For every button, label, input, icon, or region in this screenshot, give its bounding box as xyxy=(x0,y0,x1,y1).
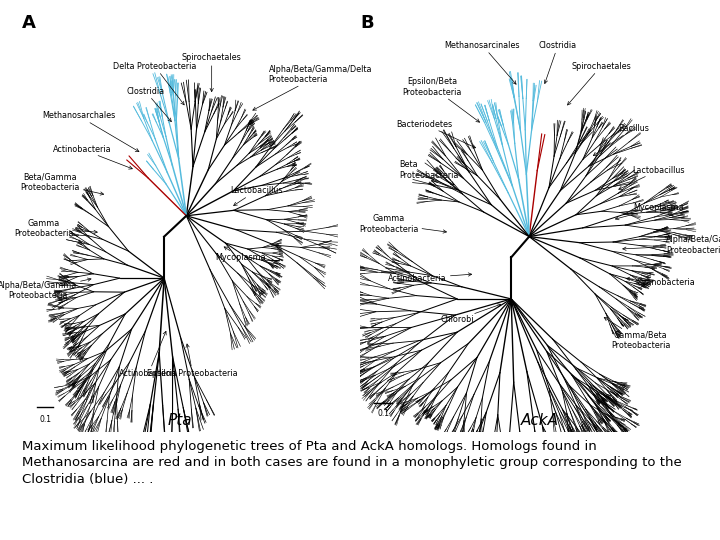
Text: Alpha/Beta/Gamma
Proteobacteria: Alpha/Beta/Gamma Proteobacteria xyxy=(623,235,720,254)
Text: Mycoplasma: Mycoplasma xyxy=(616,203,684,220)
Text: Lactobacillus: Lactobacillus xyxy=(618,166,685,190)
Text: Bacillus: Bacillus xyxy=(593,124,649,156)
Text: Beta/Gamma
Proteobacteria: Beta/Gamma Proteobacteria xyxy=(20,173,104,195)
Text: Delta Proteobacteria: Delta Proteobacteria xyxy=(113,62,197,105)
Text: AckA: AckA xyxy=(521,413,559,428)
Text: Alpha/Beta/Gamma
Proteobacteria: Alpha/Beta/Gamma Proteobacteria xyxy=(0,278,91,300)
Text: Pta: Pta xyxy=(168,413,192,428)
Text: B: B xyxy=(360,14,374,31)
Text: Epsilon Proteobacteria: Epsilon Proteobacteria xyxy=(148,344,238,379)
Text: Clostridia: Clostridia xyxy=(126,86,171,122)
Text: Clostridia: Clostridia xyxy=(539,41,577,84)
Text: Epsilon/Beta
Proteobacteria: Epsilon/Beta Proteobacteria xyxy=(402,77,480,122)
Text: Alpha/Beta/Gamma/Delta
Proteobacteria: Alpha/Beta/Gamma/Delta Proteobacteria xyxy=(253,65,372,110)
Text: Mycoplasma: Mycoplasma xyxy=(215,247,266,262)
Text: Clostridia (blue) ... .: Clostridia (blue) ... . xyxy=(22,472,153,485)
Text: Methanosarcinales: Methanosarcinales xyxy=(445,41,520,84)
Text: Bacteriodetes: Bacteriodetes xyxy=(397,120,476,148)
Text: Spirochaetales: Spirochaetales xyxy=(567,62,631,105)
Text: Maximum likelihood phylogenetic trees of Pta and AckA homologs. Homologs found i: Maximum likelihood phylogenetic trees of… xyxy=(22,440,596,453)
Text: Methanosarchales: Methanosarchales xyxy=(42,111,139,152)
Text: 0.1: 0.1 xyxy=(377,409,390,418)
Text: 0.1: 0.1 xyxy=(40,415,51,424)
Text: Actinobacteria: Actinobacteria xyxy=(53,145,132,169)
Text: A: A xyxy=(22,14,35,31)
Text: Gamma
Proteobacteria: Gamma Proteobacteria xyxy=(359,214,446,234)
Text: Methanosarcina are red and in both cases are found in a monophyletic group corre: Methanosarcina are red and in both cases… xyxy=(22,456,681,469)
Text: Cyanobacteria: Cyanobacteria xyxy=(626,277,696,287)
Text: Actinobacteria: Actinobacteria xyxy=(119,332,178,379)
Text: Spirochaetales: Spirochaetales xyxy=(182,53,241,92)
Text: Gamma/Beta
Proteobacteria: Gamma/Beta Proteobacteria xyxy=(604,318,670,350)
Text: Actinobacteria: Actinobacteria xyxy=(388,273,472,282)
Text: Lactobacillus: Lactobacillus xyxy=(230,186,282,206)
Text: Chlorobi: Chlorobi xyxy=(441,304,500,324)
Text: Gamma
Proteobacteria: Gamma Proteobacteria xyxy=(14,219,97,238)
Text: Beta
Proteobacteria: Beta Proteobacteria xyxy=(400,160,459,185)
